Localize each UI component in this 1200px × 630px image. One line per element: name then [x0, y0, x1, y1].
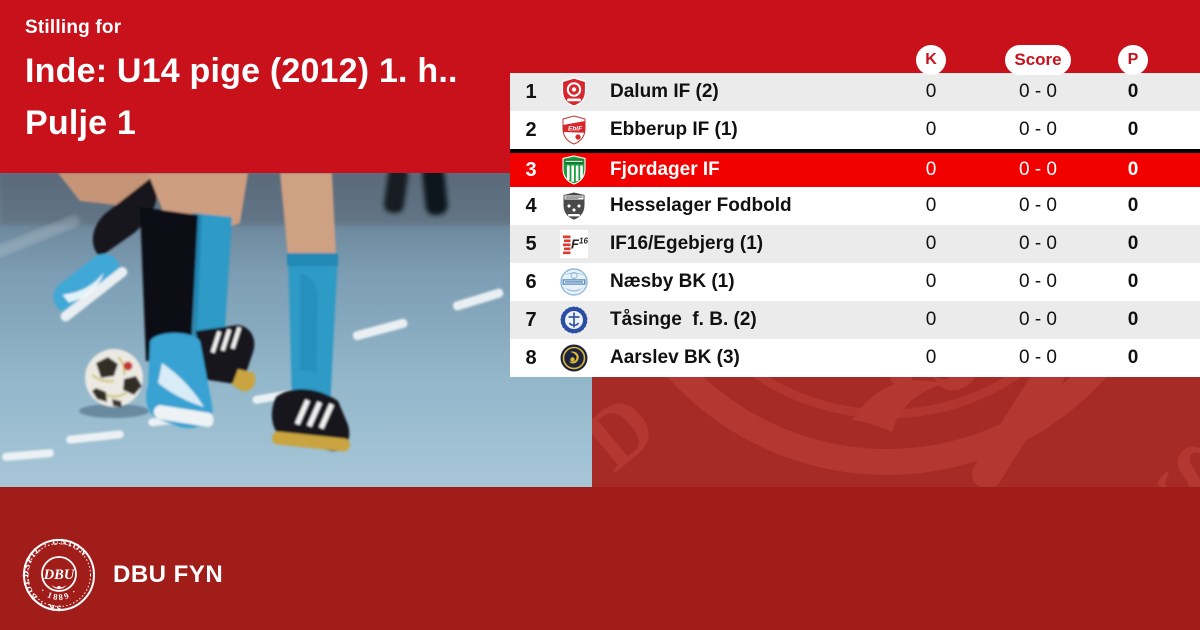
dalum-if-crest [559, 77, 589, 107]
matches-played-value: 0 [925, 119, 937, 140]
row-position: 1 [525, 80, 537, 103]
club-name: Ebberup IF (1) [610, 119, 738, 140]
points-value: 0 [1127, 81, 1139, 102]
points-value: 0 [1127, 159, 1139, 180]
matches-played-value: 0 [925, 309, 937, 330]
club-logo-cell [552, 191, 596, 221]
heading-eyebrow: Stilling for [25, 17, 122, 38]
crest-center-text: DBU [43, 567, 76, 583]
points-value: 0 [1127, 233, 1139, 254]
score-value: 0 - 0 [1018, 309, 1058, 330]
club-logo-cell [552, 343, 596, 373]
svg-text:S: S [1140, 421, 1200, 487]
row-position: 4 [525, 194, 537, 217]
table-row: 4 Hesselager Fodbold 0 0 - 0 0 [510, 187, 1200, 225]
column-pill-p: P [1118, 45, 1148, 75]
standings-columns-header: K Score P [510, 40, 1200, 75]
standings-rows: 1 Dalum IF (2) 0 0 - 0 0 2 Ebberup IF (1… [510, 73, 1200, 377]
score-value: 0 - 0 [1018, 347, 1058, 368]
club-name: Dalum IF (2) [610, 81, 719, 102]
matches-played-value: 0 [925, 233, 937, 254]
brand-label: DBU FYN [113, 561, 224, 588]
row-position: 7 [525, 308, 537, 331]
svg-text:· 1889 ·: · 1889 · [38, 585, 79, 602]
ebberup-if-crest [559, 115, 589, 145]
row-position: 8 [525, 346, 537, 369]
points-value: 0 [1127, 271, 1139, 292]
taasinge-fb-crest [559, 305, 589, 335]
club-logo-cell [552, 305, 596, 335]
futsal-players-photo [0, 173, 592, 487]
club-logo-cell [552, 155, 596, 185]
column-pill-score: Score [1005, 45, 1071, 75]
row-position: 3 [525, 158, 537, 181]
club-name: Fjordager IF [610, 159, 720, 180]
aarslev-bk-crest [559, 343, 589, 373]
crest-ring-bottom-text: · 1889 · [38, 585, 77, 602]
matches-played-value: 0 [925, 195, 937, 216]
naesby-bk-crest [559, 267, 589, 297]
club-name: Aarslev BK (3) [610, 347, 740, 368]
table-row: 3 Fjordager IF 0 0 - 0 0 [510, 149, 1200, 187]
table-row: 5 IF16/Egebjerg (1) 0 0 - 0 0 [510, 225, 1200, 263]
table-row: 7 Tåsinge f. B. (2) 0 0 - 0 0 [510, 301, 1200, 339]
hesselager-fodbold-crest [559, 191, 589, 221]
table-row: 6 Næsby BK (1) 0 0 - 0 0 [510, 263, 1200, 301]
if16-egebjerg-crest [559, 229, 589, 259]
fjordager-if-crest [559, 155, 589, 185]
score-value: 0 - 0 [1018, 81, 1058, 102]
table-row: 8 Aarslev BK (3) 0 0 - 0 0 [510, 339, 1200, 377]
score-value: 0 - 0 [1018, 119, 1058, 140]
club-name: Næsby BK (1) [610, 271, 735, 292]
club-logo-cell [552, 267, 596, 297]
row-position: 6 [525, 270, 537, 293]
points-value: 0 [1127, 195, 1139, 216]
points-value: 0 [1127, 347, 1139, 368]
standings-table: K Score P 1 Dalum IF (2) 0 0 - 0 0 2 Ebb… [510, 40, 1200, 377]
dbu-crest-logo: DANSK · BOLDSPIL · UNION · 1889 · DBU [22, 538, 95, 612]
club-name: Tåsinge f. B. (2) [610, 309, 757, 330]
row-position: 2 [525, 118, 537, 141]
score-value: 0 - 0 [1018, 159, 1058, 180]
matches-played-value: 0 [925, 271, 937, 292]
club-name: Hesselager Fodbold [610, 195, 792, 216]
club-name: IF16/Egebjerg (1) [610, 233, 764, 254]
row-position: 5 [525, 232, 537, 255]
club-logo-cell [552, 229, 596, 259]
points-value: 0 [1127, 309, 1139, 330]
club-logo-cell [552, 115, 596, 145]
table-row: 2 Ebberup IF (1) 0 0 - 0 0 [510, 111, 1200, 149]
club-logo-cell [552, 77, 596, 107]
bottom-background [0, 487, 1200, 630]
matches-played-value: 0 [925, 81, 937, 102]
column-pill-k: K [916, 45, 946, 75]
score-value: 0 - 0 [1018, 195, 1058, 216]
points-value: 0 [1127, 119, 1139, 140]
pool-subtitle: Pulje 1 [25, 104, 137, 142]
table-row: 1 Dalum IF (2) 0 0 - 0 0 [510, 73, 1200, 111]
heading-block: Stilling for Inde: U14 pige (2012) 1. h.… [25, 17, 458, 143]
page-title: Inde: U14 pige (2012) 1. h.. [25, 52, 458, 90]
score-value: 0 - 0 [1018, 233, 1058, 254]
score-value: 0 - 0 [1018, 271, 1058, 292]
matches-played-value: 0 [925, 159, 937, 180]
matches-played-value: 0 [925, 347, 937, 368]
footer-brand: DANSK · BOLDSPIL · UNION · 1889 · DBU DB… [22, 538, 223, 612]
